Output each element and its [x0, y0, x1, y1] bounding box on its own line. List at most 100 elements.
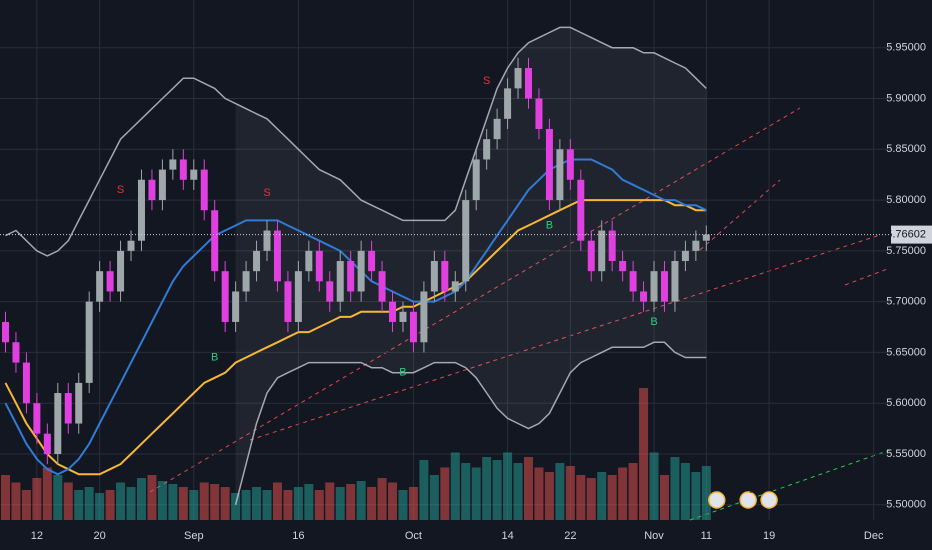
band-fill — [235, 27, 707, 505]
candle-body — [117, 250, 125, 292]
volume-bar — [691, 472, 701, 520]
volume-bar — [304, 484, 314, 520]
trend-line — [689, 449, 891, 521]
candle-body — [472, 159, 480, 201]
candle-body — [577, 179, 585, 241]
trend-line — [249, 234, 881, 441]
volume-bar — [147, 475, 157, 520]
candle-body — [514, 68, 522, 89]
volume-bar — [105, 490, 115, 520]
candle-body — [504, 88, 512, 119]
candle-body — [200, 169, 208, 211]
candle-body — [483, 139, 491, 160]
volume-bar — [440, 467, 450, 520]
candle-body — [106, 271, 114, 292]
volume-bar — [649, 452, 659, 520]
candle-body — [660, 271, 668, 302]
candle-body — [179, 159, 187, 180]
candle-body — [692, 240, 700, 251]
candle-body — [702, 234, 710, 241]
y-tick-label: 5.50000 — [886, 499, 926, 511]
volume-bar — [11, 482, 21, 520]
volume-bar — [576, 475, 586, 520]
volume-bar — [367, 487, 377, 520]
volume-bar — [429, 475, 439, 520]
candle-body — [587, 240, 595, 272]
volume-bar — [639, 388, 649, 520]
candle-body — [158, 169, 166, 201]
candle-body — [598, 230, 606, 272]
x-tick-label: 22 — [564, 530, 576, 542]
volume-bar — [189, 490, 199, 520]
x-tick-label: 19 — [763, 530, 775, 542]
signal-label: B — [211, 351, 218, 363]
candle-body — [326, 281, 334, 302]
candle-body — [399, 311, 407, 322]
candle-body — [650, 271, 658, 302]
candle-body — [545, 128, 553, 201]
volume-bar — [42, 467, 52, 520]
volume-bar — [252, 487, 262, 520]
candle-body — [169, 159, 177, 170]
event-label: 2 — [720, 484, 725, 494]
indicator-line — [5, 26, 707, 257]
signal-label: B — [546, 219, 553, 231]
candle-body — [566, 149, 574, 180]
candle-body — [451, 281, 459, 292]
x-tick-label: Dec — [864, 530, 884, 542]
candle-body — [409, 311, 417, 343]
trend-line — [844, 267, 891, 286]
candle-body — [85, 301, 93, 383]
event-label: 5 — [773, 484, 778, 494]
candle-body — [619, 261, 627, 272]
candle-body — [232, 291, 240, 322]
volume-bar — [398, 490, 408, 520]
volume-bar — [450, 452, 460, 520]
candle-body — [127, 240, 135, 251]
volume-bar — [168, 484, 178, 520]
candle-body — [221, 271, 229, 322]
candle-body — [671, 261, 679, 302]
candle-body — [378, 271, 386, 302]
volume-bar — [628, 463, 638, 520]
candle-body — [368, 250, 376, 272]
candle-body — [681, 250, 689, 262]
volume-bar — [597, 472, 607, 520]
y-tick-label: 5.85000 — [886, 143, 926, 155]
volume-bar — [116, 482, 126, 520]
trend-lines — [149, 107, 891, 521]
candle-body — [420, 291, 428, 343]
candle-body — [273, 230, 281, 282]
x-tick-label: 14 — [501, 530, 513, 542]
indicator-line — [4, 158, 707, 476]
volume-bar — [126, 487, 136, 520]
candle-body — [54, 393, 62, 454]
volume-bar — [659, 475, 669, 520]
candle-body — [347, 261, 355, 292]
indicator-line — [234, 341, 707, 505]
volume-bar — [565, 466, 575, 520]
volume-bar — [618, 467, 628, 520]
candle-body — [493, 118, 501, 140]
volume-bar — [283, 490, 293, 520]
candle-body — [137, 179, 145, 241]
candle-body — [441, 261, 449, 292]
x-tick-label: 20 — [94, 530, 106, 542]
candle-body — [148, 179, 156, 201]
volume-bar — [534, 467, 544, 520]
trend-line — [149, 107, 801, 493]
volume-bar — [210, 484, 220, 520]
event-icon — [739, 491, 757, 509]
event-icon — [708, 491, 726, 509]
volume-bar — [555, 463, 565, 520]
volume-bar — [524, 457, 533, 520]
candle-body — [2, 321, 9, 343]
volume-bar — [607, 475, 617, 520]
x-tick-label: 16 — [292, 530, 304, 542]
volume-bar — [63, 482, 73, 520]
volume-bar — [408, 487, 418, 520]
volume-bar — [325, 482, 335, 520]
volume-bar — [231, 493, 241, 520]
volume-bar — [482, 457, 492, 520]
